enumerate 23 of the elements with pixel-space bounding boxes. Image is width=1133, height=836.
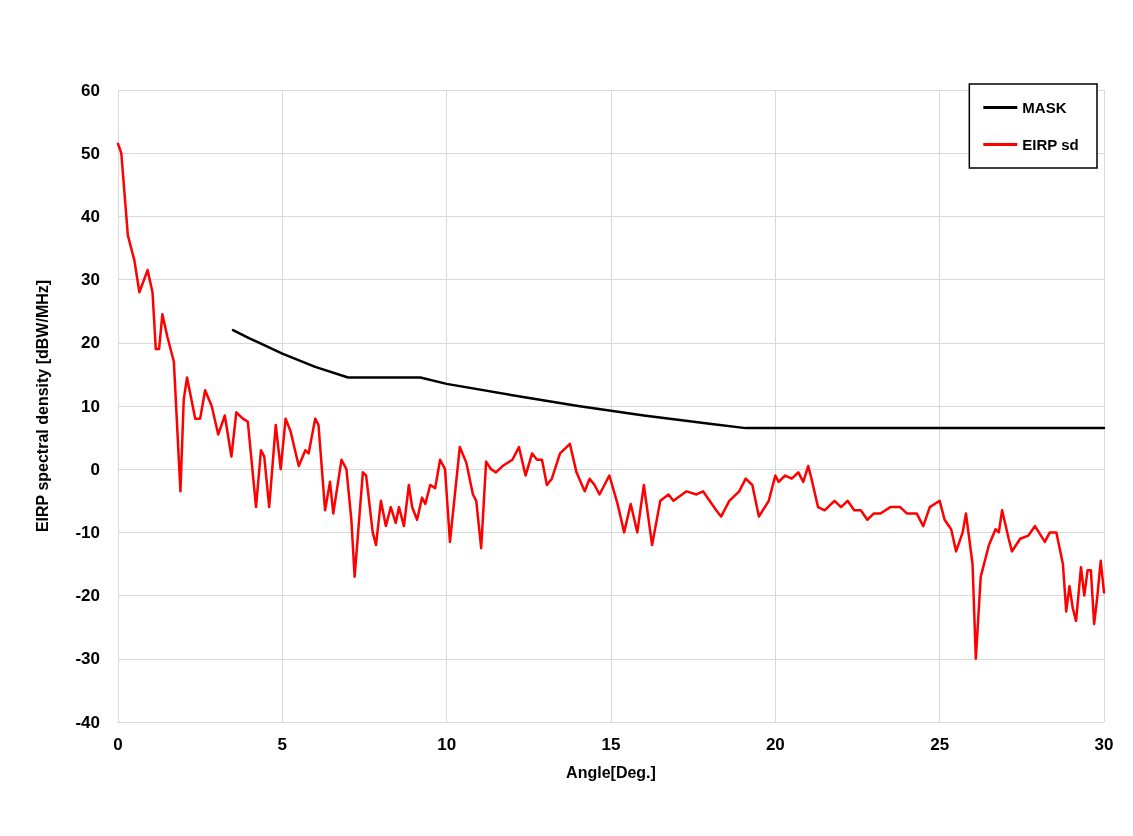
y-tick-label: -40 [75, 712, 100, 732]
legend-label: EIRP sd [1022, 136, 1079, 153]
y-tick-label: 30 [81, 270, 100, 290]
x-tick-label: 0 [113, 735, 123, 754]
y-tick-label: -30 [75, 649, 100, 669]
x-tick-label: 15 [601, 735, 621, 754]
x-tick-label: 30 [1094, 735, 1114, 754]
line-series [231, 328, 1106, 430]
y-tick-label: -10 [75, 522, 100, 542]
x-tick-label: 10 [437, 735, 457, 754]
y-tick-label: -20 [75, 586, 100, 606]
legend-label: MASK [1022, 99, 1067, 116]
y-tick-label: 50 [81, 143, 100, 163]
x-tick-label: 25 [930, 735, 950, 754]
x-axis-title: Angle[Deg.] [566, 763, 656, 781]
x-tick-label: 20 [765, 735, 785, 754]
y-tick-label: 10 [81, 396, 100, 416]
y-tick-label: 40 [81, 206, 100, 226]
y-tick-label: 20 [81, 333, 100, 353]
y-axis-title: EIRP spectral density [dBW/MHz] [33, 279, 51, 533]
y-tick-label: 60 [81, 80, 100, 100]
y-tick-label: 0 [90, 459, 100, 479]
x-tick-label: 5 [277, 735, 288, 754]
